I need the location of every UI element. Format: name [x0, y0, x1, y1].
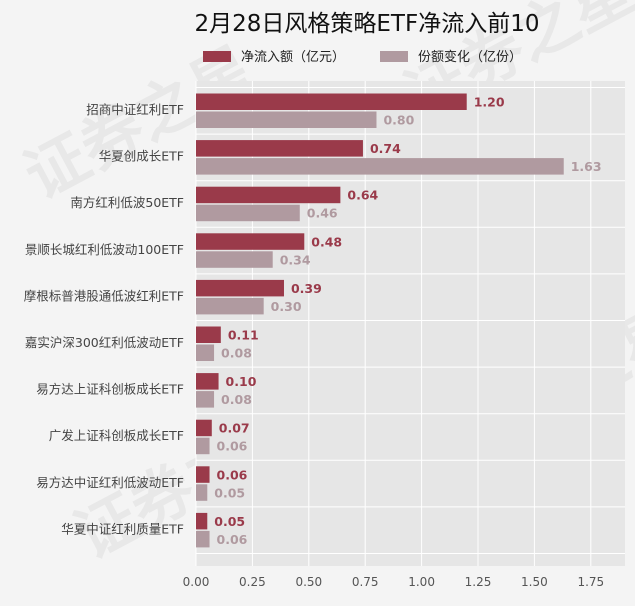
legend-label: 份额变化（亿份）: [418, 49, 522, 65]
share-change-value-label: 0.06: [217, 532, 248, 547]
category-label: 易方达上证科创板成长ETF: [36, 382, 184, 397]
share-change-value-label: 1.63: [571, 159, 602, 174]
chart-title: 2月28日风格策略ETF净流入前10: [195, 11, 540, 37]
category-label: 广发上证科创板成长ETF: [49, 428, 184, 443]
x-tick-label: 0.75: [352, 575, 379, 589]
bar-net-inflow: [196, 466, 210, 483]
bar-share-change: [196, 391, 215, 408]
net-inflow-value-label: 0.74: [370, 141, 401, 156]
share-change-value-label: 0.08: [221, 346, 252, 361]
bar-share-change: [196, 297, 264, 315]
share-change-value-label: 0.08: [221, 392, 252, 407]
net-inflow-value-label: 0.05: [214, 514, 245, 529]
bar-share-change: [196, 344, 215, 361]
net-inflow-value-label: 1.20: [474, 95, 505, 110]
bar-share-change: [196, 158, 564, 175]
bar-share-change: [196, 530, 210, 548]
legend-swatch: [380, 51, 408, 62]
bar-share-change: [196, 111, 377, 128]
bar-share-change: [196, 251, 273, 268]
bar-share-change: [196, 437, 210, 455]
x-tick-label: 1.25: [465, 575, 492, 589]
category-labels: 招商中证红利ETF 华夏创成长ETF 南方红利低波50ETF 景顺长城红利低波动100…: [24, 102, 184, 536]
bars: [196, 93, 564, 548]
share-change-value-label: 0.30: [271, 299, 302, 314]
category-label: 景顺长城红利低波动100ETF: [25, 242, 184, 257]
category-label: 华夏中证红利质量ETF: [61, 521, 184, 536]
bar-net-inflow: [196, 326, 221, 343]
net-inflow-value-label: 0.06: [217, 467, 248, 482]
bar-share-change: [196, 204, 300, 222]
category-label: 摩根标普港股通低波红利ETF: [24, 288, 184, 303]
bar-net-inflow: [196, 419, 212, 437]
x-tick-label: 1.00: [408, 575, 435, 589]
net-inflow-value-label: 0.48: [311, 234, 342, 249]
x-tick-label: 0.00: [183, 575, 210, 589]
bar-net-inflow: [196, 279, 284, 297]
net-inflow-value-label: 0.39: [291, 281, 322, 296]
net-inflow-value-label: 0.10: [226, 374, 257, 389]
category-label: 嘉实沪深300红利低波动ETF: [25, 335, 184, 350]
bar-net-inflow: [196, 93, 467, 110]
x-tick-label: 0.50: [295, 575, 322, 589]
bar-net-inflow: [196, 140, 363, 157]
category-label: 南方红利低波50ETF: [70, 195, 184, 210]
x-tick-label: 1.50: [521, 575, 548, 589]
bar-net-inflow: [196, 233, 305, 250]
share-change-value-label: 0.05: [214, 485, 245, 500]
category-label: 易方达中证红利低波动ETF: [36, 475, 184, 490]
net-inflow-value-label: 0.11: [228, 328, 259, 343]
share-change-value-label: 0.34: [280, 252, 311, 267]
bar-share-change: [196, 484, 208, 501]
net-inflow-value-label: 0.64: [347, 188, 378, 203]
net-inflow-value-label: 0.07: [219, 421, 250, 436]
bar-net-inflow: [196, 512, 208, 530]
x-tick-label: 0.25: [239, 575, 266, 589]
category-label: 招商中证红利ETF: [86, 102, 184, 117]
legend: 净流入额（亿元） 份额变化（亿份）: [203, 49, 522, 65]
share-change-value-label: 0.80: [383, 113, 414, 128]
x-axis-ticks: 0.00 0.25 0.50 0.75 1.00 1.25 1.50 1.75: [183, 575, 605, 589]
legend-swatch: [203, 51, 231, 62]
category-label: 华夏创成长ETF: [99, 149, 184, 164]
bar-net-inflow: [196, 373, 219, 390]
bar-net-inflow: [196, 186, 341, 204]
x-tick-label: 1.75: [577, 575, 604, 589]
legend-label: 净流入额（亿元）: [241, 50, 345, 65]
share-change-value-label: 0.46: [307, 206, 338, 221]
share-change-value-label: 0.06: [217, 439, 248, 454]
value-labels: 1.20 0.80 0.74 1.63 0.64 0.46 0.480.34 0.39 0.30…: [214, 95, 601, 547]
